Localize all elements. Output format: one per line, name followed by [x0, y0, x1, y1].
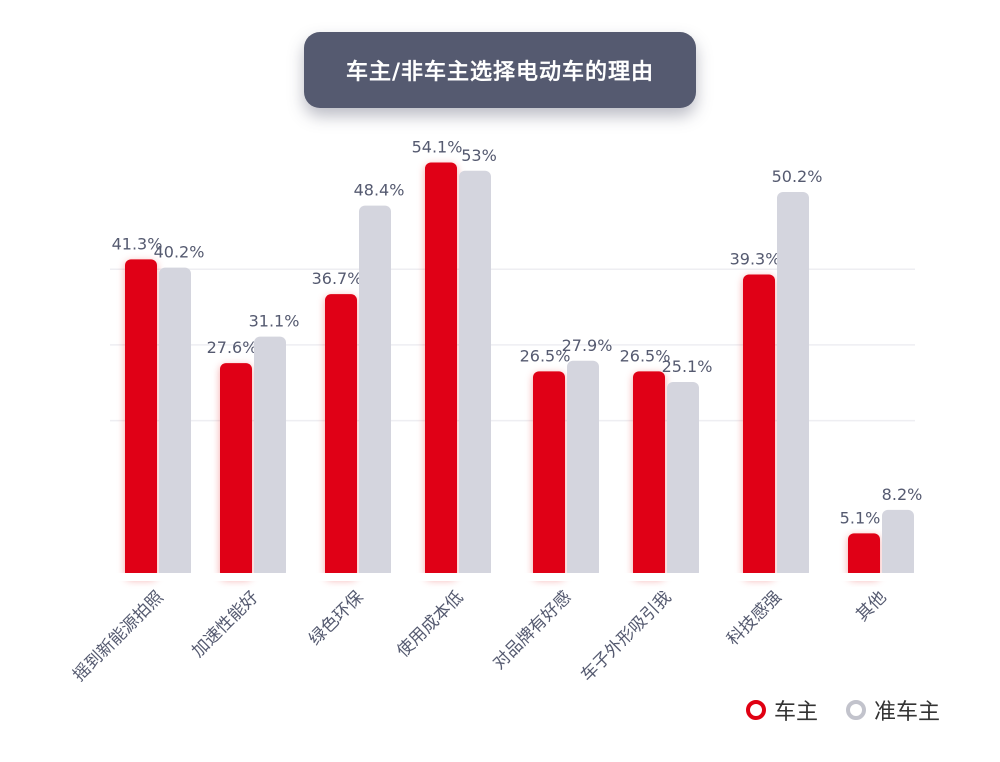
data-label-owner: 26.5% — [520, 346, 571, 365]
bar-prospect — [667, 381, 699, 578]
bar-prospect — [777, 191, 809, 578]
bar-owner — [325, 294, 357, 578]
data-label-prospect: 27.9% — [562, 336, 613, 355]
data-label-owner: 27.6% — [207, 338, 258, 357]
data-label-prospect: 40.2% — [154, 243, 205, 262]
category-label: 科技感强 — [723, 587, 785, 649]
category-label: 绿色环保 — [305, 587, 367, 649]
bar-owner — [125, 259, 157, 578]
data-label-owner: 54.1% — [412, 137, 463, 156]
bar-prospect — [459, 170, 491, 579]
category-label: 对品牌有好感 — [489, 587, 575, 673]
bar-prospect — [159, 267, 191, 578]
data-label-owner: 36.7% — [312, 269, 363, 288]
chart-title: 车主/非车主选择电动车的理由 — [304, 32, 696, 108]
legend-item-owner: 车主 — [746, 694, 818, 726]
bar-owner — [425, 162, 457, 578]
legend-item-prospect: 准车主 — [846, 694, 940, 726]
data-label-prospect: 48.4% — [354, 181, 405, 200]
data-label-owner: 41.3% — [112, 234, 163, 253]
category-label: 使用成本低 — [393, 587, 468, 662]
legend-label-prospect: 准车主 — [874, 700, 941, 725]
bar-owner — [633, 371, 665, 578]
baseline-mask — [100, 573, 920, 581]
bar-owner — [743, 274, 775, 578]
bar-owner — [220, 363, 252, 578]
legend-red-dot-icon — [746, 700, 766, 720]
data-label-owner: 39.3% — [730, 249, 781, 268]
data-label-prospect: 31.1% — [249, 312, 300, 331]
bar-prospect — [359, 205, 391, 578]
bar-owner — [848, 533, 880, 578]
data-label-owner: 26.5% — [620, 346, 671, 365]
data-label-prospect: 53% — [461, 146, 497, 165]
data-label-owner: 5.1% — [840, 508, 881, 527]
category-label: 摇到新能源拍照 — [69, 587, 167, 685]
legend-gray-dot-icon — [846, 700, 867, 720]
bar-prospect — [882, 509, 914, 578]
legend: 车主 准车主 — [746, 695, 968, 725]
data-label-prospect: 8.2% — [882, 485, 923, 504]
bar-owner — [533, 371, 565, 578]
bar-prospect — [254, 336, 286, 578]
category-label: 其他 — [852, 587, 890, 625]
category-label: 车子外形吸引我 — [577, 587, 675, 685]
data-label-prospect: 50.2% — [772, 167, 823, 186]
legend-label-owner: 车主 — [774, 700, 819, 725]
category-label: 加速性能好 — [188, 587, 262, 661]
bar-prospect — [567, 360, 599, 578]
data-label-prospect: 25.1% — [662, 357, 713, 376]
